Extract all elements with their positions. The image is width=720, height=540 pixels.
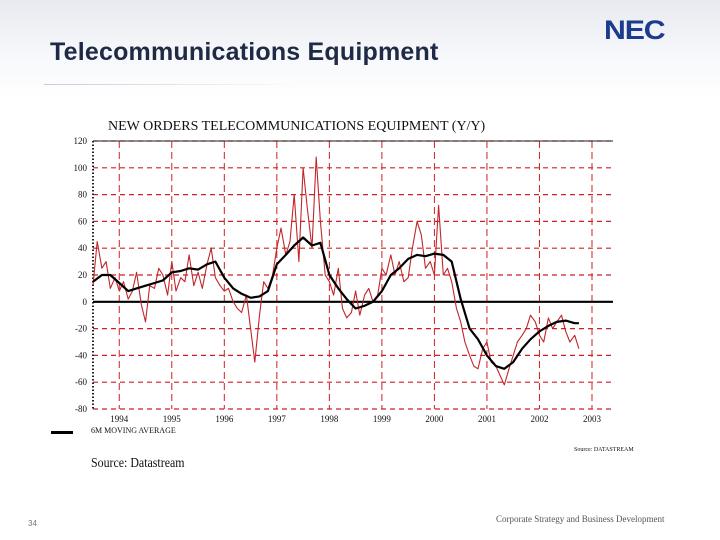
source-note-left: Source: Datastream [91,456,185,471]
x-tick-label: 1998 [320,414,339,424]
legend-swatch-moving-average [51,431,73,434]
x-tick-label: 2002 [530,414,548,424]
footer-department: Corporate Strategy and Business Developm… [496,514,665,524]
y-tick-label: -20 [75,324,87,334]
source-note-right: Source: DATASTREAM [574,447,634,453]
x-tick-label: 2003 [583,414,602,424]
x-tick-label: 1996 [215,414,234,424]
series-line-monthly [92,156,580,386]
x-tick-label: 1997 [268,414,287,424]
y-tick-label: 40 [78,243,88,253]
x-tick-label: 2001 [478,414,496,424]
x-tick-label: 1994 [110,414,129,424]
y-tick-label: 80 [78,190,88,200]
y-tick-label: -80 [75,404,87,414]
y-tick-label: 0 [83,297,88,307]
chart-panel: 120 100 80 60 40 20 0 -20 -40 -60 -80 1994 1995 1996 1… [47,108,665,490]
chart-title: NEW ORDERS TELECOMMUNICATIONS EQUIPMENT … [108,119,486,134]
y-tick-label: -60 [75,377,87,387]
x-tick-label: 1995 [163,414,182,424]
nec-logo: NEC [604,15,666,45]
y-tick-label: 60 [78,216,88,226]
y-tick-label: 20 [78,270,88,280]
y-tick-label: 120 [74,136,88,146]
header-band [0,0,720,100]
y-tick-label: -40 [75,350,87,360]
x-tick-label: 1999 [373,414,392,424]
x-tick-label: 2000 [425,414,444,424]
series-line-moving-average [92,236,579,370]
y-tick-label: 100 [74,163,88,173]
page-number: 34 [28,519,37,528]
legend-label-moving-average: 6M MOVING AVERAGE [91,426,176,435]
slide-title: Telecommunications Equipment [50,38,439,66]
title-divider [44,84,304,85]
line-chart: 120 100 80 60 40 20 0 -20 -40 -60 -80 1994 1995 1996 1… [74,136,613,424]
